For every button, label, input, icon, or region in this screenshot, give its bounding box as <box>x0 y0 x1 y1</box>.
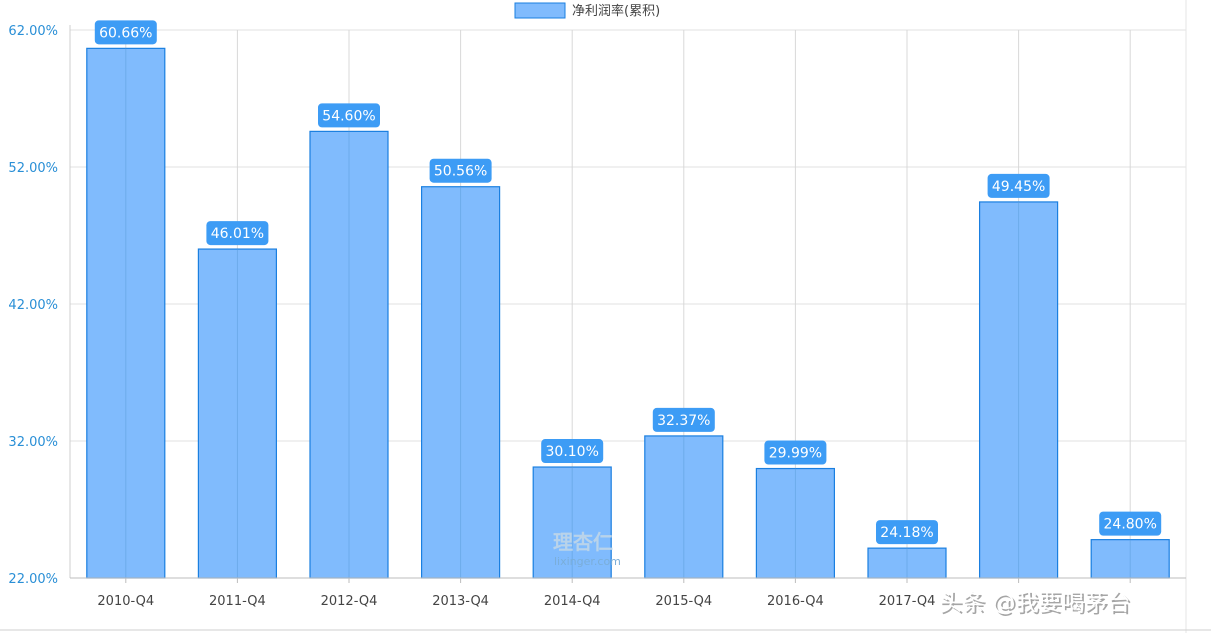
data-label: 32.37% <box>657 413 710 429</box>
data-label-badge <box>876 520 938 545</box>
y-tick-label: 42.00% <box>8 298 58 313</box>
data-label-badge <box>429 158 492 183</box>
x-tick-label: 2017-Q4 <box>879 594 936 609</box>
legend-swatch[interactable] <box>514 2 566 19</box>
data-label-badge <box>318 103 380 128</box>
x-tick-label: 2015-Q4 <box>655 594 712 609</box>
data-label-badge <box>652 407 715 432</box>
y-tick-label: 32.00% <box>8 435 58 450</box>
watermark: 头条 @我要喝茅台 头条 @我要喝茅台 <box>939 590 1132 618</box>
data-label-badge <box>541 439 604 464</box>
data-label-badge <box>94 20 157 45</box>
logo-glyphs: 理杏仁 <box>553 530 613 554</box>
y-tick-label: 52.00% <box>8 161 58 176</box>
y-axis: 22.00% 32.00% 42.00% 52.00% 62.00% <box>8 24 71 587</box>
x-tick-label: 2011-Q4 <box>209 594 266 609</box>
data-label: 29.99% <box>769 446 822 462</box>
x-tick-label: 2012-Q4 <box>321 594 378 609</box>
y-tick-label: 22.00% <box>8 572 58 587</box>
data-label: 24.80% <box>1104 517 1157 533</box>
x-tick-label: 2014-Q4 <box>544 594 601 609</box>
data-label: 54.60% <box>322 108 375 124</box>
data-label: 50.56% <box>434 164 487 180</box>
legend[interactable]: 净利润率(累积) <box>514 2 660 19</box>
data-label: 30.10% <box>546 444 599 460</box>
data-label: 60.66% <box>99 25 152 41</box>
data-label-badge <box>1099 511 1162 536</box>
data-label-badge <box>764 440 827 465</box>
x-tick-label: 2016-Q4 <box>767 594 824 609</box>
lixinger-logo: 理杏仁 lixinger.com <box>553 530 621 568</box>
bars-layer: 60.66% 46.01% 54.60% 50.56% 30.10% 32.37% 29.9… <box>86 20 1170 579</box>
legend-label[interactable]: 净利润率(累积) <box>572 3 660 19</box>
data-label: 24.18% <box>880 525 933 541</box>
data-label-badge <box>206 221 269 246</box>
watermark-shadow: 头条 @我要喝茅台 <box>941 592 1132 618</box>
x-tick-label: 2010-Q4 <box>97 594 154 609</box>
x-tick-label: 2013-Q4 <box>432 594 489 609</box>
data-label: 49.45% <box>992 179 1045 195</box>
y-tick-label: 62.00% <box>8 24 58 39</box>
data-label-badge <box>987 173 1050 198</box>
x-axis: 2010-Q4 2011-Q4 2012-Q4 2013-Q4 2014-Q4 2015-… <box>70 577 1186 609</box>
data-label: 46.01% <box>211 226 264 242</box>
logo-text: lixinger.com <box>554 555 621 568</box>
watermark-text: 头条 @我要喝茅台 <box>939 590 1130 616</box>
